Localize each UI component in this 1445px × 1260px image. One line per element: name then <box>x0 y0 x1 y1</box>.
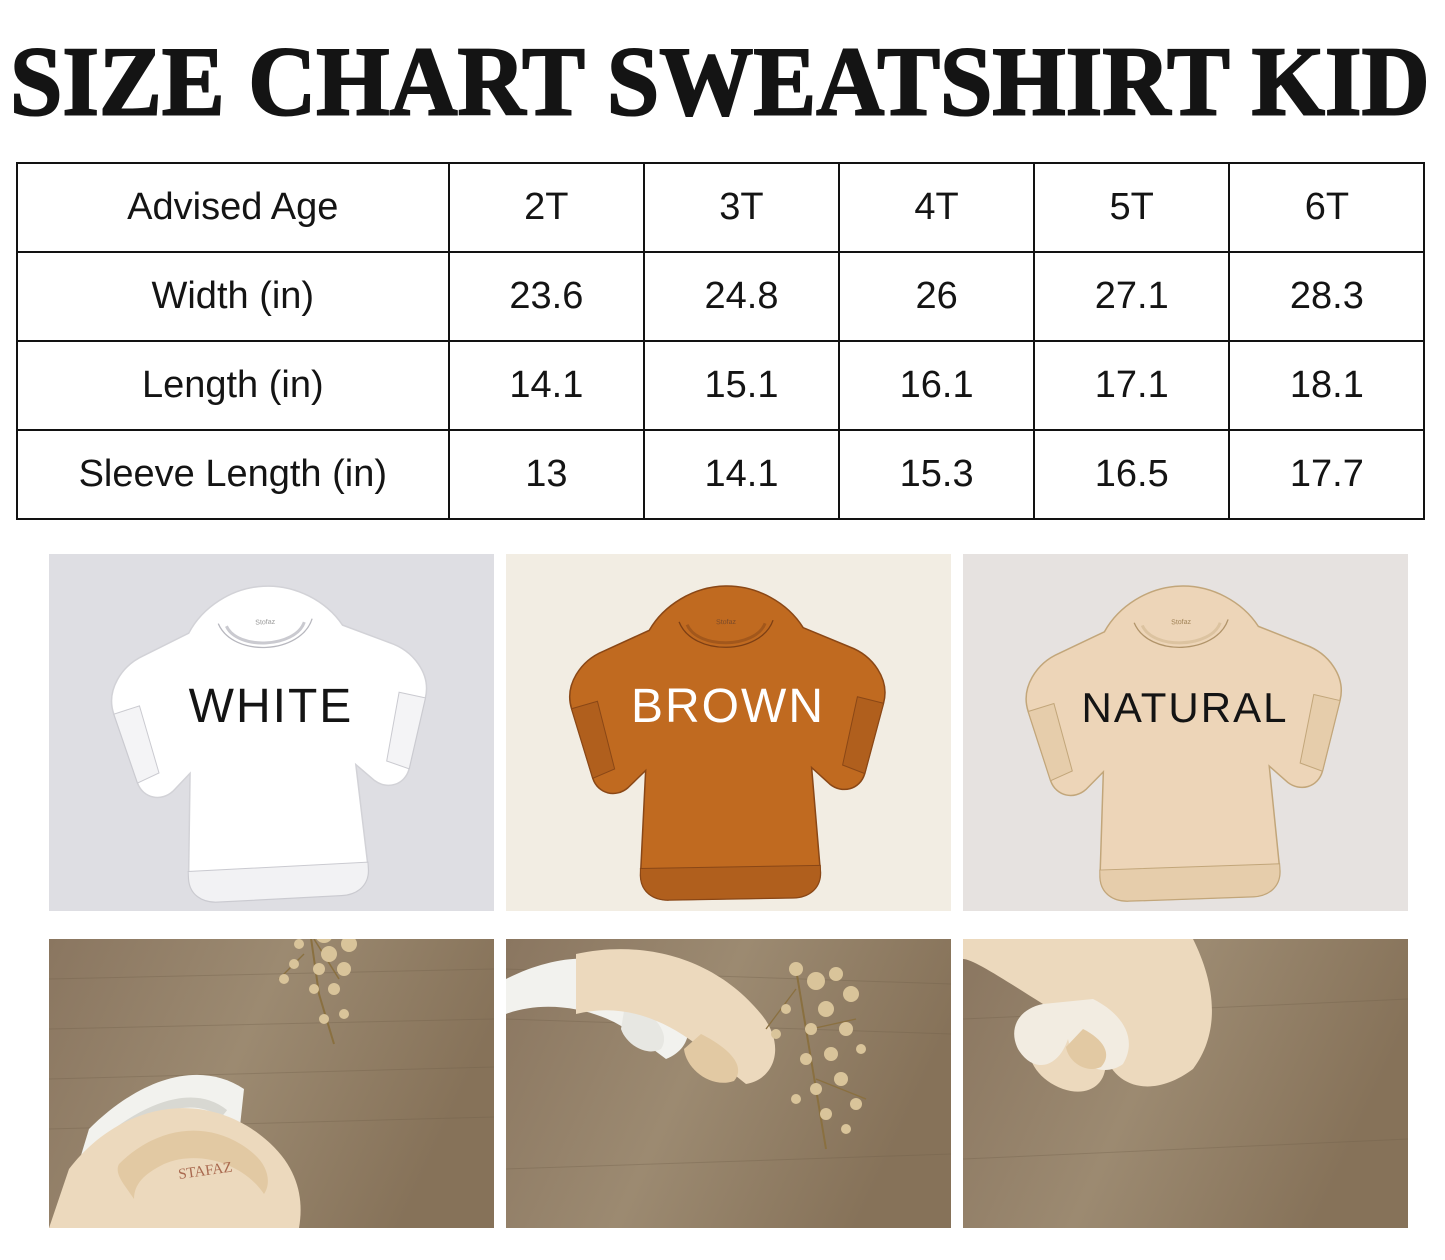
svg-text:WHITE: WHITE <box>188 680 353 733</box>
svg-text:Stofaz: Stofaz <box>255 619 276 627</box>
svg-text:Stofaz: Stofaz <box>716 619 736 626</box>
svg-text:BROWN: BROWN <box>631 680 825 733</box>
svg-text:NATURAL: NATURAL <box>1082 684 1289 731</box>
svg-text:Stofaz: Stofaz <box>1172 619 1193 627</box>
